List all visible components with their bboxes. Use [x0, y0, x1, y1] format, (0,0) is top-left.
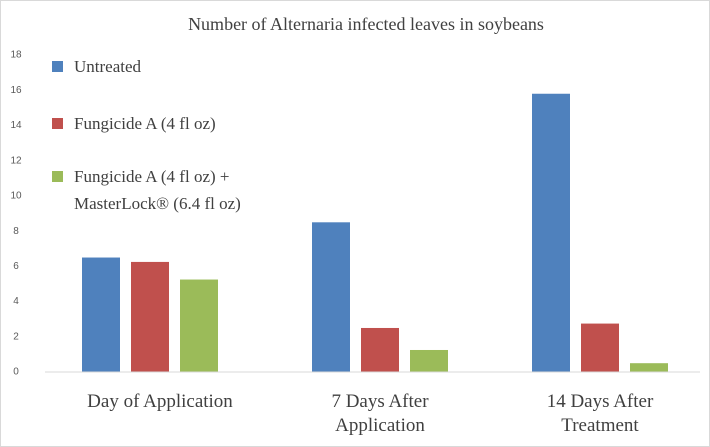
- legend-swatch: [52, 118, 63, 129]
- bar: [410, 349, 448, 372]
- legend-item: Fungicide A (4 fl oz): [52, 110, 314, 137]
- y-tick-label: 8: [13, 226, 19, 237]
- legend-swatch: [52, 171, 63, 182]
- bar: [630, 363, 668, 372]
- y-tick-label: 16: [10, 85, 22, 96]
- x-tick-label: 14 Days After Treatment: [546, 391, 654, 436]
- x-tick-label: 7 Days After Application: [331, 391, 429, 436]
- legend-label: Untreated: [74, 57, 142, 76]
- x-tick-label: Day of Application: [87, 391, 233, 412]
- legend-swatch: [52, 61, 63, 72]
- y-tick-label: 6: [13, 261, 19, 272]
- bar: [532, 93, 570, 372]
- y-tick-label: 14: [10, 120, 22, 131]
- y-tick-label: 18: [10, 50, 22, 61]
- bar: [581, 323, 619, 372]
- bar: [131, 261, 169, 372]
- y-tick-label: 0: [13, 367, 19, 378]
- y-tick-label: 4: [13, 296, 19, 307]
- bar: [312, 222, 350, 372]
- bar: [82, 257, 120, 372]
- y-tick-label: 10: [10, 191, 22, 202]
- legend-label: Fungicide A (4 fl oz): [74, 114, 216, 133]
- y-tick-label: 2: [13, 331, 19, 342]
- y-tick-label: 12: [10, 155, 22, 166]
- legend-item: Fungicide A (4 fl oz) + MasterLock® (6.4…: [52, 163, 289, 217]
- bar: [180, 279, 218, 372]
- legend-item: Untreated: [52, 53, 314, 80]
- chart-title: Number of Alternaria infected leaves in …: [188, 14, 544, 34]
- bar: [361, 327, 399, 372]
- legend-label: Fungicide A (4 fl oz) + MasterLock® (6.4…: [74, 167, 241, 213]
